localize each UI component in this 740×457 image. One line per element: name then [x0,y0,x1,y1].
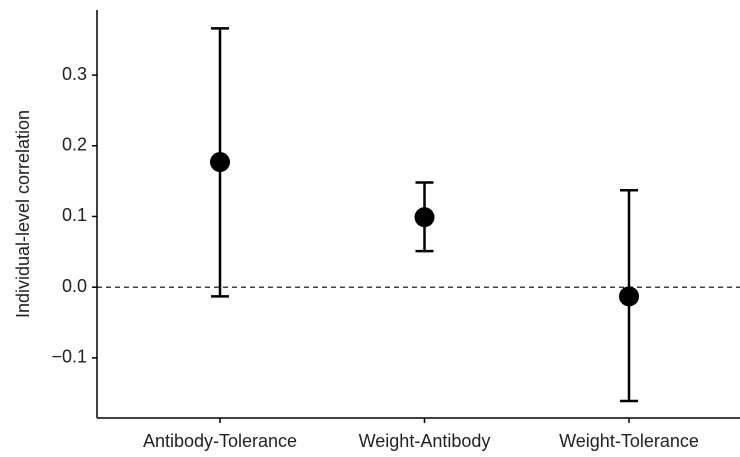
point [414,207,435,228]
y-tick-label: 0.1 [62,205,87,225]
y-axis-label: Individual-level correlation [13,110,33,318]
x-tick-label: Antibody-Tolerance [143,431,297,451]
point [619,286,639,307]
point [210,152,230,173]
y-tick-label: 0.0 [62,276,87,296]
y-tick-label: 0.3 [62,64,87,84]
x-tick-label: Weight-Antibody [359,431,491,451]
y-tick-label: −0.1 [51,347,87,367]
y-tick-label: 0.2 [62,135,87,155]
x-tick-label: Weight-Tolerance [559,431,699,451]
